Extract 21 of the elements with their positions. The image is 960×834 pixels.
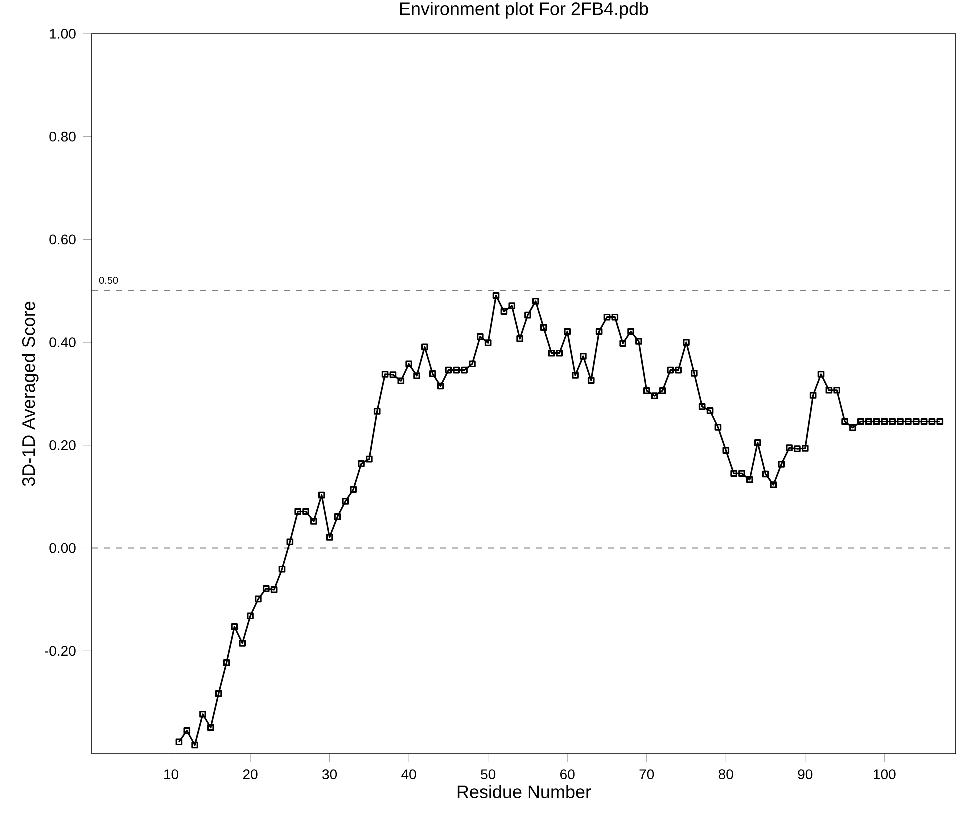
x-axis-title: Residue Number	[458, 785, 592, 798]
y-tick-label: -0.20	[45, 646, 76, 656]
x-tick-label: 60	[560, 770, 575, 780]
y-tick-label: 0.60	[50, 234, 76, 245]
y-axis-title: 3D-1D Averaged Score	[22, 302, 39, 486]
y-tick-label: 1.00	[50, 29, 76, 39]
y-tick-label: 0.00	[50, 543, 76, 554]
x-tick-label: 80	[718, 770, 734, 780]
x-tick-label: 100	[874, 770, 896, 780]
x-tick-label: 50	[481, 770, 496, 780]
y-tick-label: 0.40	[50, 338, 76, 348]
y-tick-label: 0.80	[50, 132, 76, 142]
y-tick-label: 0.20	[50, 440, 76, 450]
ref-line-label: 0.50	[99, 276, 118, 284]
chart-title: Environment plot For 2FB4.pdb	[400, 2, 648, 19]
x-tick-label: 40	[402, 770, 416, 780]
x-tick-label: 20	[243, 770, 258, 780]
x-tick-label: 30	[322, 770, 338, 780]
x-tick-label: 10	[164, 770, 179, 780]
x-tick-label: 90	[798, 770, 813, 780]
x-tick-label: 70	[640, 770, 654, 780]
